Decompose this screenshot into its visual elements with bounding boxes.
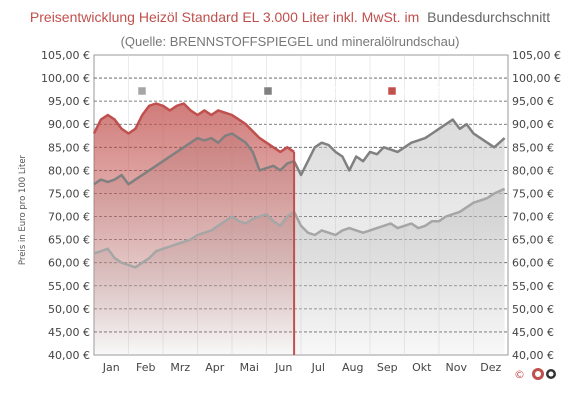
y-tick-label-right: 75,00 €	[512, 187, 554, 200]
x-tick-label: Jul	[311, 361, 325, 374]
legend-label: Heizöl EL 2012	[399, 86, 477, 98]
y-tick-label-right: 45,00 €	[512, 326, 554, 339]
legend-item: Heizöl EL 2012	[387, 86, 477, 98]
y-tick-label-left: 40,00 €	[48, 349, 90, 362]
y-tick-label-right: 55,00 €	[512, 280, 554, 293]
chart-title-main: Preisentwicklung Heizöl Standard EL 3.00…	[30, 9, 419, 25]
y-tick-label-left: 45,00 €	[48, 326, 90, 339]
y-tick-label-right: 40,00 €	[512, 349, 554, 362]
y-tick-label-right: 105,00 €	[512, 49, 561, 62]
y-tick-label-left: 85,00 €	[48, 141, 90, 154]
y-tick-label-left: 55,00 €	[48, 280, 90, 293]
y-axis-right: 40,00 € 45,00 € 50,00 € 55,00 € 60,00 € 65,00…	[512, 49, 561, 362]
chart-subtitle: (Quelle: BRENNSTOFFSPIEGEL und mineralöl…	[121, 34, 460, 49]
y-tick-label-left: 60,00 €	[48, 257, 90, 270]
legend: Heizöl EL 2010 Heizöl EL 2011 Heizöl EL 20…	[137, 86, 477, 98]
y-tick-label-left: 105,00 €	[41, 49, 90, 62]
y-tick-label-left: 100,00 €	[41, 72, 90, 85]
legend-swatch	[263, 86, 273, 96]
legend-swatch	[387, 86, 397, 96]
series-line	[92, 102, 295, 154]
y-tick-label-left: 70,00 €	[48, 211, 90, 224]
x-tick-label: Mai	[240, 361, 259, 374]
series-line	[93, 187, 506, 269]
y-tick-label-left: 80,00 €	[48, 164, 90, 177]
y-tick-label-left: 50,00 €	[48, 303, 90, 316]
x-tick-label: Sep	[377, 361, 398, 374]
legend-item: Heizöl EL 2010	[137, 86, 227, 98]
y-tick-label-left: 65,00 €	[48, 234, 90, 247]
series-line	[93, 118, 506, 186]
y-tick-label-right: 95,00 €	[512, 95, 554, 108]
series-lines	[92, 102, 506, 355]
legend-item: Heizöl EL 2011	[263, 86, 353, 98]
x-tick-label: Okt	[412, 361, 432, 374]
y-tick-label-left: 95,00 €	[48, 95, 90, 108]
legend-label: Heizöl EL 2011	[275, 86, 353, 98]
y-tick-label-right: 85,00 €	[512, 141, 554, 154]
y-tick-label-right: 70,00 €	[512, 211, 554, 224]
svg-text:©: ©	[514, 368, 525, 381]
y-tick-label-right: 60,00 €	[512, 257, 554, 270]
x-tick-label: Feb	[136, 361, 155, 374]
x-tick-label: Apr	[205, 361, 225, 374]
x-tick-label: Aug	[342, 361, 363, 374]
brand-logo: ©	[514, 368, 556, 381]
y-tick-label-left: 75,00 €	[48, 187, 90, 200]
y-tick-label-right: 90,00 €	[512, 118, 554, 131]
y-axis-label: Preis in Euro pro 100 Liter	[18, 154, 28, 265]
x-tick-label: Mrz	[170, 361, 190, 374]
series-area	[94, 103, 295, 355]
y-tick-label-left: 90,00 €	[48, 118, 90, 131]
y-tick-label-right: 80,00 €	[512, 164, 554, 177]
x-axis: Jan Feb Mrz Apr Mai Jun Jul Aug Sep Okt Nov Dez	[102, 361, 502, 374]
chart-title-region: Bundesdurchschnitt	[427, 9, 550, 25]
y-tick-label-right: 65,00 €	[512, 234, 554, 247]
chart-title: Preisentwicklung Heizöl Standard EL 3.00…	[30, 9, 550, 25]
x-tick-label: Nov	[446, 361, 468, 374]
y-axis-left: 40,00 € 45,00 € 50,00 € 55,00 € 60,00 € 65,00…	[41, 49, 90, 362]
legend-label: Heizöl EL 2010	[149, 86, 227, 98]
x-tick-label: Jan	[102, 361, 120, 374]
y-tick-label-right: 50,00 €	[512, 303, 554, 316]
x-tick-label: Dez	[480, 361, 501, 374]
x-tick-label: Jun	[274, 361, 292, 374]
legend-swatch	[137, 86, 147, 96]
series-areas	[94, 103, 505, 355]
y-tick-label-right: 100,00 €	[512, 72, 561, 85]
